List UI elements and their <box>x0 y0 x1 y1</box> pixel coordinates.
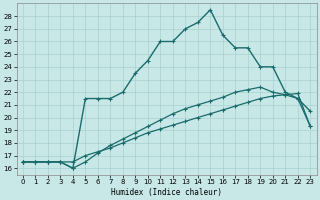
X-axis label: Humidex (Indice chaleur): Humidex (Indice chaleur) <box>111 188 222 197</box>
